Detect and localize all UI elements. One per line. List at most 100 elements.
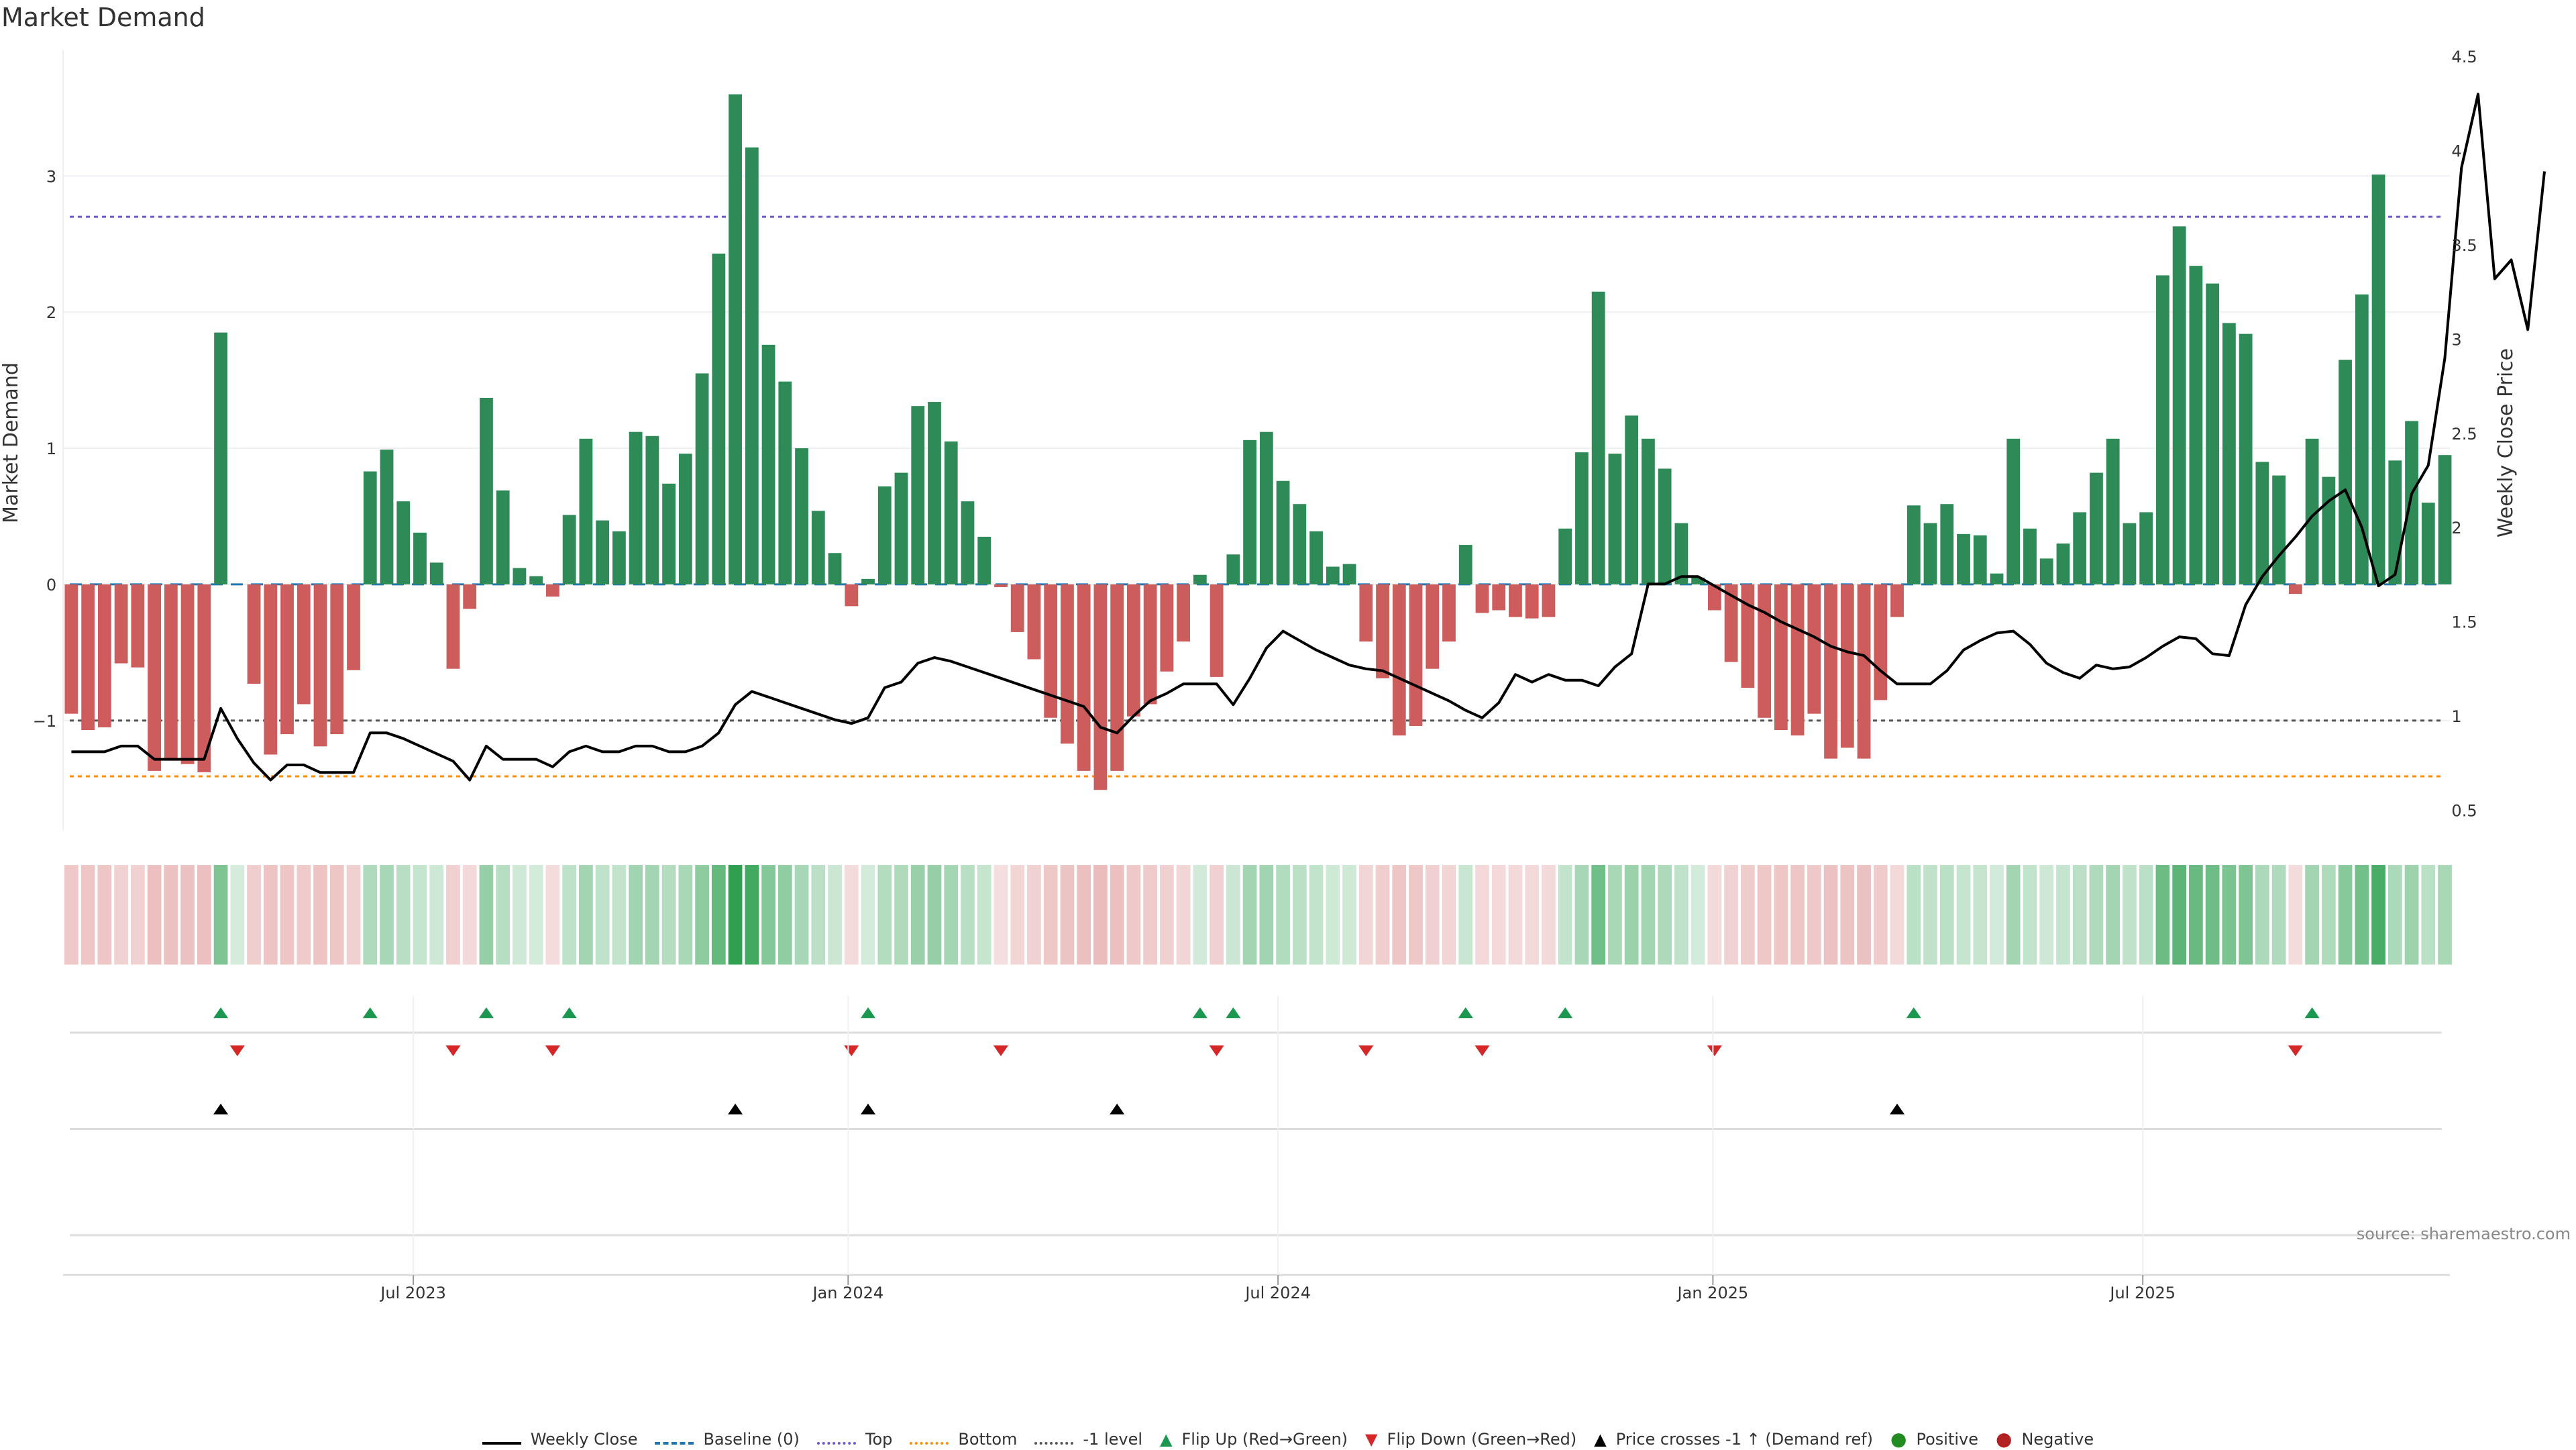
demand-bar [1077, 584, 1091, 771]
demand-bar [1525, 584, 1539, 619]
legend-item-weekly-close[interactable]: Weekly Close [482, 1430, 637, 1449]
heat-cell [230, 865, 245, 965]
demand-bar [1259, 431, 1273, 584]
demand-bar [2090, 472, 2103, 584]
demand-bar [1027, 584, 1041, 660]
legend-swatch-icon: ▲ [1160, 1429, 1173, 1449]
heat-cell [828, 865, 842, 965]
demand-bar [1558, 528, 1572, 584]
legend-item-baseline[interactable]: Baseline (0) [655, 1430, 800, 1449]
legend-swatch-icon [816, 1430, 856, 1449]
heat-cell [1160, 865, 1174, 965]
demand-bar [1758, 584, 1771, 718]
heat-cell [64, 865, 78, 965]
demand-bar [2288, 584, 2302, 594]
demand-bar [2056, 543, 2070, 584]
heat-cell [1525, 865, 1540, 965]
demand-bar [977, 536, 991, 584]
y2-tick-label: 3.5 [2451, 236, 2477, 255]
heat-cell [380, 865, 394, 965]
legend-item-negative[interactable]: ● Negative [1996, 1428, 2094, 1450]
heat-cell [1242, 865, 1257, 965]
demand-bar [1193, 574, 1207, 584]
heat-cell [1425, 865, 1440, 965]
demand-bar [1674, 523, 1688, 584]
heat-cell [529, 865, 543, 965]
x-tick-label: Jan 2025 [1676, 1284, 1749, 1302]
flip-up-marker [861, 1007, 876, 1019]
legend-item-positive[interactable]: ● Positive [1890, 1428, 1978, 1450]
legend-item-minus-one[interactable]: -1 level [1034, 1430, 1142, 1449]
flip-up-marker [478, 1007, 494, 1019]
demand-bar [961, 501, 975, 584]
demand-bar [97, 584, 111, 727]
demand-bar [1475, 584, 1489, 613]
heat-cell [695, 865, 709, 965]
demand-bar [2388, 460, 2402, 584]
source-credit: source: sharemaestro.com [2356, 1225, 2571, 1243]
heat-cell [1907, 865, 1921, 965]
flip-down-marker [1474, 1045, 1490, 1057]
demand-bar [944, 441, 958, 584]
demand-bar [928, 402, 941, 584]
demand-bar [1990, 573, 2004, 584]
legend-item-price-cross[interactable]: ▲ Price crosses -1 ↑ (Demand ref) [1594, 1430, 1873, 1449]
demand-bar [1243, 439, 1256, 584]
demand-bar [579, 438, 593, 584]
heat-cell [2023, 865, 2037, 965]
demand-bar [363, 471, 377, 584]
demand-bar [1724, 584, 1738, 662]
legend-item-flip-down[interactable]: ▼ Flip Down (Green→Red) [1365, 1430, 1576, 1449]
heat-cell [363, 865, 378, 965]
flip-down-marker [1358, 1045, 1374, 1057]
heat-cell [1956, 865, 1971, 965]
demand-bar [1326, 566, 1340, 584]
demand-bar [612, 531, 626, 584]
demand-bar [330, 584, 344, 735]
heat-cell [1624, 865, 1639, 965]
event-markers [69, 1007, 2442, 1237]
heat-cell [1409, 865, 1423, 965]
y-tick-label: 1 [46, 439, 56, 458]
y-axis-label: Market Demand [0, 362, 23, 523]
heat-cell [2355, 865, 2369, 965]
heat-cell [1774, 865, 1788, 965]
price-cross-marker [213, 1103, 229, 1115]
flip-up-marker [2304, 1007, 2320, 1019]
flip-down-marker [1707, 1045, 1722, 1057]
y2-tick-label: 1 [2451, 707, 2461, 726]
y-tick-label: −1 [33, 712, 56, 731]
heat-cell [2123, 865, 2137, 965]
heat-cell [413, 865, 427, 965]
legend-swatch-icon [482, 1430, 521, 1449]
legend-swatch-icon: ● [1996, 1428, 2012, 1450]
heat-cell [761, 865, 775, 965]
heat-cell [130, 865, 145, 965]
demand-bar [396, 501, 411, 584]
heat-cell [1574, 865, 1589, 965]
demand-bar [1492, 584, 1506, 611]
heat-cell [794, 865, 809, 965]
heat-cell [961, 865, 975, 965]
demand-bar [214, 332, 227, 584]
legend-item-bottom[interactable]: Bottom [910, 1430, 1017, 1449]
demand-bar [446, 584, 460, 669]
flip-up-marker [561, 1007, 577, 1019]
demand-bar [1774, 584, 1788, 731]
demand-bar [1973, 535, 1987, 584]
demand-bar [1658, 468, 1672, 584]
heat-cell [1923, 865, 1937, 965]
demand-bar [1807, 584, 1821, 714]
flip-up-marker [213, 1007, 229, 1019]
legend-item-flip-up[interactable]: ▲ Flip Up (Red→Green) [1160, 1430, 1348, 1449]
demand-bar [2222, 323, 2236, 584]
heat-cell [1276, 865, 1290, 965]
demand-bar [911, 406, 925, 584]
demand-bar [1276, 480, 1290, 584]
heat-cell [513, 865, 527, 965]
demand-bar [1093, 584, 1108, 790]
demand-bar [2371, 174, 2385, 584]
demand-bar [562, 515, 576, 584]
demand-bar [1458, 545, 1472, 584]
legend-item-top[interactable]: Top [816, 1430, 892, 1449]
